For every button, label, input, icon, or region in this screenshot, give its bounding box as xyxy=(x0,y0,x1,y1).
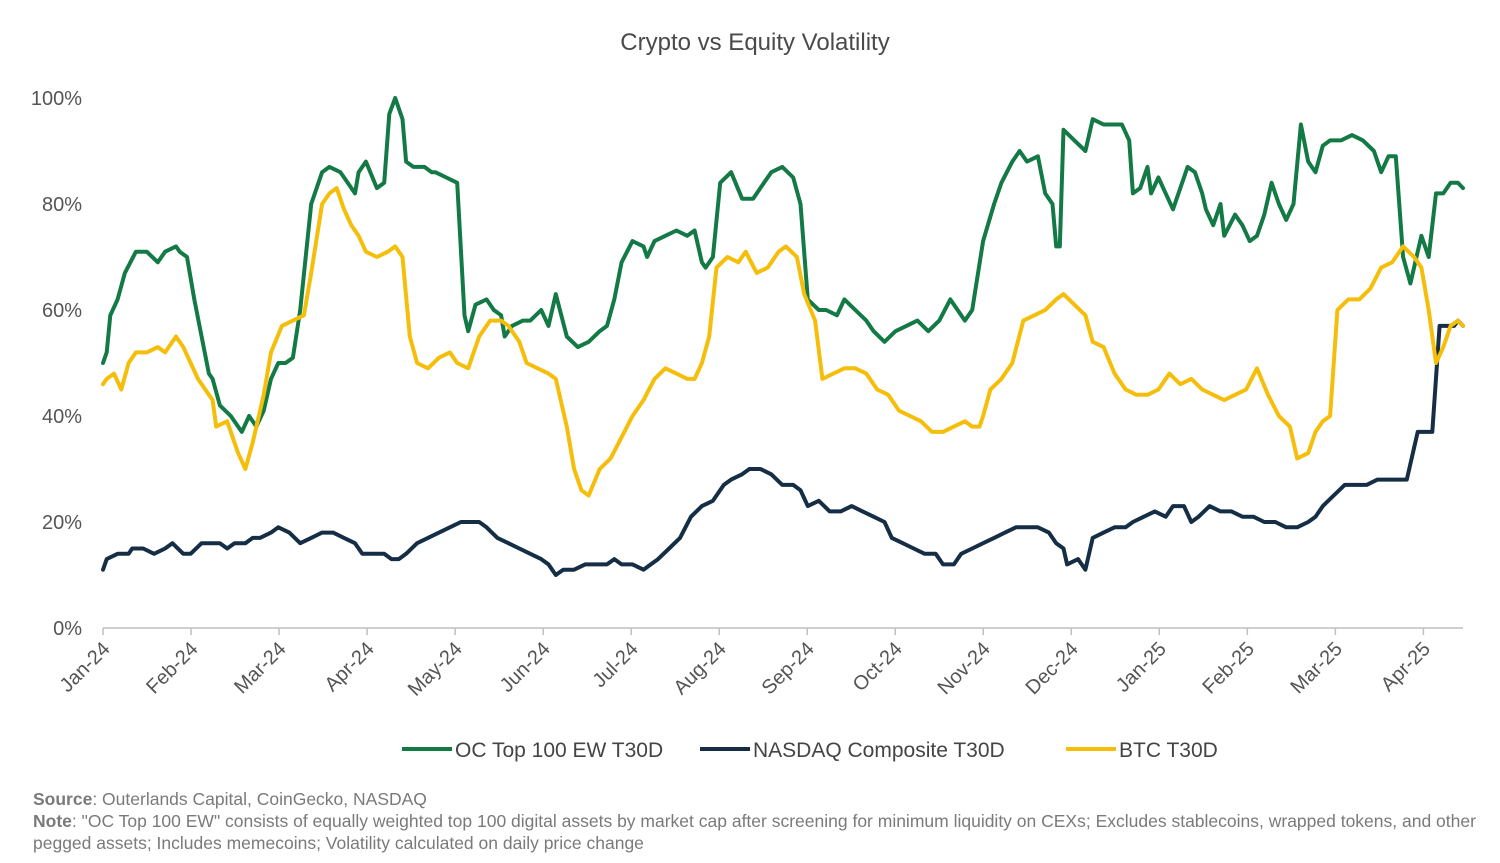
x-tick-label: May-24 xyxy=(404,638,467,701)
x-tick-label: Mar-24 xyxy=(230,638,290,698)
x-tick-label: Dec-24 xyxy=(1022,638,1083,699)
x-tick-label: Feb-24 xyxy=(142,638,202,698)
volatility-chart: Crypto vs Equity Volatility 0% 20% 40% 60% 8… xyxy=(31,29,1465,762)
series-line-2 xyxy=(101,186,1465,498)
legend-label: OC Top 100 EW T30D xyxy=(455,739,663,762)
note-text: : "OC Top 100 EW" consists of equally we… xyxy=(33,811,1476,853)
x-tick-label: Jul-24 xyxy=(589,638,643,692)
series-line-0 xyxy=(101,96,1465,434)
source-label: Source xyxy=(33,789,93,809)
chart-notes: Source: Outerlands Capital, CoinGecko, N… xyxy=(33,788,1483,854)
y-tick-label: 40% xyxy=(42,406,82,428)
x-tick-label: Jun-24 xyxy=(496,638,555,697)
x-tick-label: Nov-24 xyxy=(934,638,995,699)
source-line: Source: Outerlands Capital, CoinGecko, N… xyxy=(33,788,1483,810)
y-tick-label: 100% xyxy=(31,88,82,110)
legend-label: BTC T30D xyxy=(1119,739,1218,762)
series-layer xyxy=(101,96,1465,577)
note-label: Note xyxy=(33,811,72,831)
y-tick-label: 80% xyxy=(42,194,82,216)
x-axis: Jan-24 Feb-24 Mar-24 Apr-24 May-24 Jun-24 Jul-… xyxy=(56,627,1463,701)
legend: OC Top 100 EW T30D NASDAQ Composite T30D B… xyxy=(402,739,1218,762)
x-tick-label: Apr-24 xyxy=(321,638,379,696)
y-tick-label: 20% xyxy=(42,512,82,534)
x-tick-label: Jan-24 xyxy=(56,638,115,697)
x-tick-label: Mar-25 xyxy=(1287,638,1347,698)
legend-label: NASDAQ Composite T30D xyxy=(753,739,1005,762)
y-tick-label: 0% xyxy=(53,618,82,640)
y-axis: 0% 20% 40% 60% 80% 100% xyxy=(31,88,82,640)
x-tick-label: Feb-25 xyxy=(1199,638,1259,698)
x-tick-label: Apr-25 xyxy=(1377,638,1435,696)
x-tick-label: Aug-24 xyxy=(670,638,731,699)
source-text: : Outerlands Capital, CoinGecko, NASDAQ xyxy=(92,789,427,809)
x-tick-label: Sep-24 xyxy=(758,638,819,699)
x-tick-label: Jan-25 xyxy=(1112,638,1171,697)
x-tick-label: Oct-24 xyxy=(849,638,907,696)
chart-title: Crypto vs Equity Volatility xyxy=(620,29,889,56)
y-tick-label: 60% xyxy=(42,300,82,322)
note-line: Note: "OC Top 100 EW" consists of equall… xyxy=(33,810,1483,854)
series-line-1 xyxy=(101,318,1465,577)
